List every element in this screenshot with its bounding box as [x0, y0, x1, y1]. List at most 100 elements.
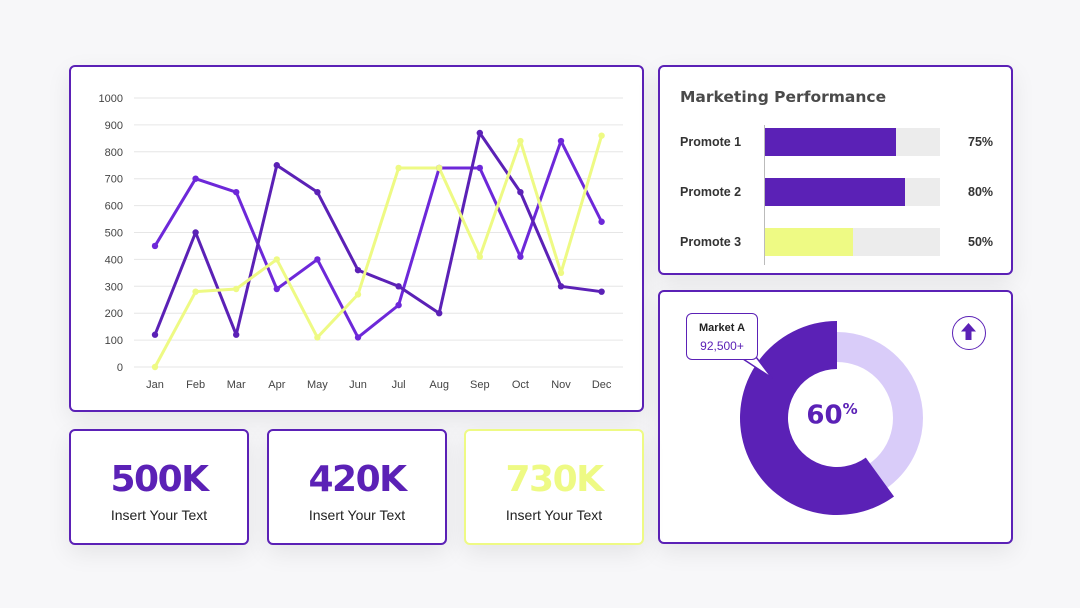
- stat-card: 500K Insert Your Text: [69, 429, 249, 545]
- data-point: [273, 285, 280, 293]
- data-point: [557, 283, 565, 290]
- x-tick-label: Mar: [227, 379, 246, 391]
- data-point: [354, 266, 362, 274]
- data-point: [557, 269, 565, 277]
- donut-segment: [739, 321, 895, 515]
- data-point: [517, 188, 524, 196]
- stat-card: 420K Insert Your Text: [267, 429, 447, 545]
- performance-track: [765, 228, 940, 256]
- marketing-performance-card: Marketing Performance Promote 1 75% Prom…: [658, 65, 1013, 275]
- data-point: [233, 285, 240, 293]
- data-point: [314, 188, 321, 196]
- performance-bar: [765, 228, 853, 256]
- data-point: [273, 256, 280, 263]
- stat-label: Insert Your Text: [505, 507, 603, 523]
- x-tick-label: Jun: [349, 379, 367, 391]
- donut-hole: [789, 370, 885, 466]
- arrow-up-icon: [961, 323, 976, 340]
- up-button[interactable]: [952, 316, 986, 350]
- data-point: [314, 256, 321, 263]
- y-tick-label: 300: [105, 281, 123, 293]
- performance-track: [765, 178, 940, 206]
- data-point: [314, 334, 321, 341]
- x-tick-label: May: [307, 379, 328, 391]
- performance-label: Promote 3: [680, 235, 742, 249]
- data-point: [436, 164, 443, 172]
- data-point: [192, 175, 199, 182]
- market-value: 92,500+: [700, 339, 744, 353]
- stat-card: 730K Insert Your Text: [464, 429, 644, 545]
- y-tick-label: 100: [105, 335, 123, 347]
- x-tick-label: Feb: [186, 379, 205, 391]
- market-callout: Market A 92,500+: [686, 313, 758, 360]
- stat-value: 420K: [308, 459, 407, 500]
- x-tick-label: Apr: [268, 379, 285, 391]
- market-name: Market A: [698, 322, 746, 334]
- x-tick-label: Aug: [429, 379, 449, 391]
- data-point: [273, 162, 280, 169]
- y-tick-label: 800: [105, 147, 123, 159]
- y-tick-label: 0: [117, 362, 123, 374]
- data-point: [598, 288, 605, 295]
- performance-label: Promote 1: [680, 135, 742, 149]
- donut-center-number: 60: [806, 400, 843, 431]
- data-point: [557, 137, 565, 145]
- data-point: [395, 283, 402, 290]
- performance-track: [765, 128, 940, 156]
- x-tick-label: Sep: [470, 379, 490, 391]
- performance-value: 75%: [968, 135, 994, 149]
- data-point: [476, 164, 483, 172]
- line-chart-card: 0 100 200 300 400 500 600 700 800 900 1000 Jan Feb Ma…: [69, 65, 644, 412]
- data-point: [476, 129, 483, 137]
- data-point: [436, 310, 443, 317]
- y-tick-label: 900: [105, 120, 123, 132]
- performance-title: Marketing Performance: [680, 88, 887, 106]
- performance-value: 50%: [968, 235, 994, 249]
- performance-bar: [765, 128, 897, 156]
- series-line: [153, 131, 602, 337]
- data-point: [192, 288, 199, 295]
- data-point: [517, 253, 524, 260]
- y-tick-label: 700: [105, 174, 123, 186]
- x-tick-label: Jul: [392, 379, 406, 391]
- y-tick-label: 400: [105, 254, 123, 266]
- data-point: [233, 331, 240, 338]
- data-point: [151, 242, 159, 250]
- data-point: [192, 229, 199, 236]
- data-point: [517, 137, 524, 145]
- donut-center-value: 60%: [780, 400, 884, 431]
- performance-row: Promote 3 50%: [660, 228, 1011, 256]
- data-point: [476, 253, 483, 260]
- series-line: [153, 139, 603, 339]
- performance-row: Promote 2 80%: [660, 178, 1011, 206]
- donut-chart: [739, 321, 923, 515]
- performance-value: 80%: [968, 185, 994, 199]
- performance-label: Promote 2: [680, 185, 742, 199]
- data-point: [395, 301, 402, 309]
- data-point: [598, 218, 605, 225]
- performance-row: Promote 1 75%: [660, 128, 1011, 156]
- data-point: [354, 334, 362, 341]
- x-tick-label: Oct: [512, 379, 529, 391]
- stat-label: Insert Your Text: [110, 507, 208, 523]
- x-tick-label: Nov: [551, 379, 571, 391]
- stat-value: 730K: [505, 459, 604, 500]
- line-chart: 0 100 200 300 400 500 600 700 800 900 1000 Jan Feb Ma…: [99, 93, 623, 391]
- performance-bar: [765, 178, 905, 206]
- y-tick-label: 500: [105, 228, 123, 240]
- data-point: [233, 188, 240, 196]
- data-point: [354, 291, 362, 298]
- data-point: [151, 331, 159, 338]
- y-tick-label: 1000: [99, 93, 123, 105]
- x-tick-label: Dec: [592, 379, 612, 391]
- donut-chart-card: Market A 92,500+ 60%: [658, 290, 1013, 544]
- series-line: [153, 135, 604, 368]
- data-point: [395, 164, 402, 172]
- performance-axis: [764, 125, 765, 265]
- y-tick-label: 200: [105, 308, 123, 320]
- stat-value: 500K: [110, 459, 209, 500]
- y-tick-label: 600: [105, 201, 123, 213]
- data-point: [151, 363, 159, 371]
- stat-label: Insert Your Text: [308, 507, 406, 523]
- donut-center-unit: %: [842, 400, 858, 418]
